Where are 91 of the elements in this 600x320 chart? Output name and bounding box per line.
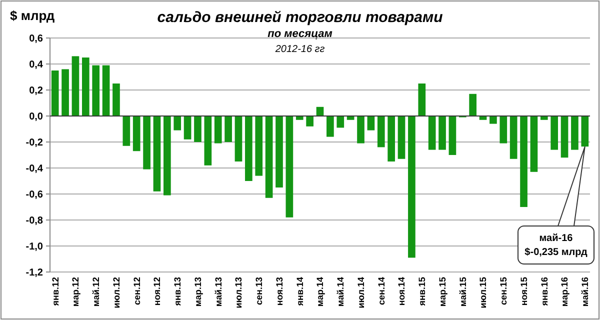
x-tick-label: май.14 xyxy=(336,277,346,307)
bar xyxy=(214,116,222,144)
bar xyxy=(306,116,314,126)
x-tick-label: сен.14 xyxy=(376,277,386,305)
bar xyxy=(62,69,69,116)
y-tick-label: 0,0 xyxy=(29,112,44,122)
bar xyxy=(174,116,182,130)
y-tick-label: -1,2 xyxy=(26,268,44,278)
bar xyxy=(408,116,416,258)
annotation: май-16 $-0,235 млрд xyxy=(524,233,588,258)
x-tick-label: май.12 xyxy=(91,277,101,307)
x-tick-label: май.15 xyxy=(458,277,468,307)
bar xyxy=(296,116,304,120)
y-tick-label: -0,6 xyxy=(26,190,44,200)
y-tick-label: -0,4 xyxy=(26,164,44,174)
bar xyxy=(276,116,283,188)
x-tick-label: мар.12 xyxy=(70,277,81,307)
bar xyxy=(245,116,252,181)
bar xyxy=(234,116,242,162)
bar xyxy=(255,116,263,176)
y-axis-title: $ млрд xyxy=(10,8,56,23)
x-tick-label: ноя.13 xyxy=(274,277,284,306)
x-tick-label: мар.14 xyxy=(315,277,326,307)
bar xyxy=(153,116,161,192)
bar xyxy=(388,116,395,162)
x-tick-label: ноя.14 xyxy=(396,277,407,306)
bar xyxy=(92,65,100,116)
x-tick-label: янв.15 xyxy=(417,277,428,306)
x-tick-label: сен.13 xyxy=(254,277,264,305)
x-tick-label: июл.15 xyxy=(478,277,488,308)
bar xyxy=(224,116,232,142)
bar xyxy=(204,116,212,166)
x-tick-label: сен.15 xyxy=(498,277,509,305)
x-tick-label: сен.12 xyxy=(132,277,142,305)
x-tick-label: июл.12 xyxy=(111,277,122,308)
bar xyxy=(132,116,140,152)
chart-title: сальдо внешней торговли товарами xyxy=(157,9,443,26)
bar xyxy=(428,116,436,150)
x-tick-label: июл.14 xyxy=(356,277,366,308)
bar xyxy=(418,84,426,116)
x-tick-label: ноя.15 xyxy=(518,277,529,306)
bar xyxy=(377,116,385,148)
y-tick-label: -0,2 xyxy=(26,138,44,148)
x-tick-label: янв.13 xyxy=(172,277,183,306)
bar xyxy=(571,116,578,150)
y-tick-label: 0,2 xyxy=(29,86,44,96)
bar xyxy=(164,116,171,196)
bar xyxy=(102,65,110,116)
y-tick-label: -1,0 xyxy=(26,242,44,252)
bar xyxy=(438,116,446,150)
annotation: 2012-16 гг xyxy=(274,44,325,55)
x-tick-label: мар.15 xyxy=(437,277,448,307)
bar xyxy=(357,116,364,144)
bar xyxy=(336,116,344,128)
bar xyxy=(448,116,456,155)
y-tick-label: 0,4 xyxy=(29,60,44,70)
bar xyxy=(82,58,90,116)
bar xyxy=(143,116,150,170)
bar xyxy=(560,116,568,158)
bar xyxy=(286,116,294,218)
x-tick-label: июл.13 xyxy=(234,277,244,308)
bar xyxy=(72,56,80,116)
bar xyxy=(520,116,528,207)
bar xyxy=(367,116,375,130)
bar xyxy=(265,116,273,198)
x-tick-label: янв.16 xyxy=(539,277,550,306)
x-tick-label: янв.14 xyxy=(294,277,305,306)
bar xyxy=(194,116,202,142)
chart-subtitle: по месяцам xyxy=(268,28,332,40)
x-tick-label: мар.13 xyxy=(192,277,203,307)
bar xyxy=(398,116,406,159)
x-tick-label: янв.12 xyxy=(50,277,60,306)
x-tick-label: мар.16 xyxy=(560,277,570,307)
bar xyxy=(540,116,548,120)
bar xyxy=(184,116,192,140)
bar xyxy=(112,84,120,116)
bar xyxy=(530,116,538,172)
bar xyxy=(122,116,130,146)
x-tick-label: май.13 xyxy=(213,277,224,307)
y-tick-label: 0,6 xyxy=(29,34,44,44)
bar xyxy=(51,70,59,116)
bar xyxy=(326,116,334,137)
bar xyxy=(490,116,497,124)
bar xyxy=(510,116,518,159)
bar xyxy=(469,94,476,116)
bar xyxy=(550,116,558,150)
bar xyxy=(581,116,589,147)
y-tick-label: -0,8 xyxy=(26,216,44,226)
x-tick-label: ноя.12 xyxy=(152,277,162,306)
x-tick-label: май.16 xyxy=(580,277,590,307)
bar xyxy=(500,116,508,144)
